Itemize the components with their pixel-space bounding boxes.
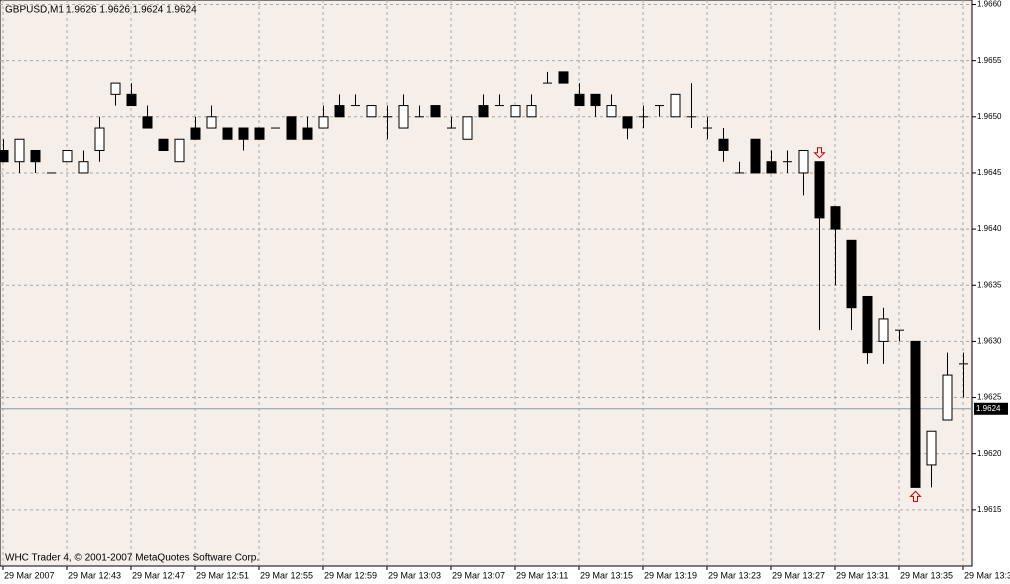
candle-body [606,105,617,118]
candle-body [174,138,185,163]
x-tick-label: 29 Mar 12:51 [196,570,249,580]
y-tick-label: 1.9660 [977,0,1002,9]
candle-body [334,105,345,118]
candle-body [558,71,569,84]
x-tick-label: 29 Mar 13:31 [836,570,889,580]
candle-body [862,295,873,354]
marks [0,71,968,488]
sell-arrow [813,147,826,159]
candle-body [766,161,777,174]
candle-body [0,149,9,163]
x-tick-label: 29 Mar 12:59 [324,570,377,580]
y-tick-label: 1.9625 [977,393,1002,402]
x-tick-label: 29 Mar 13:39 [964,570,1010,580]
x-tick-label: 29 Mar 12:43 [68,570,121,580]
candle-body [254,127,265,140]
candle-body [910,340,921,488]
x-tick-label: 29 Mar 13:15 [580,570,633,580]
candle-body [62,149,73,163]
candle-body [110,82,121,95]
chart-title: GBPUSD,M1 [5,5,64,16]
candle-body [94,127,105,151]
y-tick-label: 1.9655 [977,56,1002,65]
candle-body [750,138,761,174]
candle-body [142,116,153,129]
candle-body [478,105,489,118]
candle-body [878,318,889,342]
candle-body [366,105,377,118]
candle-body [430,105,441,118]
candle-body [398,105,409,129]
candle-body [318,116,329,129]
chart-subtitle: 1.9626 1.9626 1.9624 1.9624 [66,5,197,16]
candle-body [526,105,537,118]
plot-area [0,0,973,567]
y-tick-label: 1.9650 [977,112,1002,121]
buy-arrow [909,490,922,502]
candle-body [798,149,809,174]
candle-body [302,127,313,140]
candle-body [574,93,585,107]
candle-body [926,430,937,466]
x-tick-label: 29 Mar 13:03 [388,570,441,580]
candle-body [14,138,25,163]
x-tick-label: 29 Mar 13:07 [452,570,505,580]
candle-body [590,93,601,107]
candle-body [718,138,729,151]
y-tick-label: 1.9630 [977,337,1002,346]
y-tick-label: 1.9635 [977,280,1002,289]
x-tick-label: 29 Mar 13:27 [772,570,825,580]
candle-body [190,127,201,140]
x-tick-label: 29 Mar 12:55 [260,570,313,580]
candle-body [222,127,233,140]
candle-body [670,93,681,118]
candle-body [158,138,169,151]
candle-body [78,161,89,174]
candle-body [622,116,633,129]
candle-body [814,161,825,219]
candle-body [30,149,41,163]
candle-body [942,374,953,421]
x-tick-label: 29 Mar 13:23 [708,570,761,580]
footer: WHC Trader 4, © 2001-2007 MetaQuotes Sof… [5,553,259,564]
current-price-label: 1.9624 [976,404,1001,413]
x-tick-label: 29 Mar 13:19 [644,570,697,580]
y-tick-label: 1.9640 [977,224,1002,233]
candle-body [206,116,217,129]
candle-body [286,116,297,140]
x-tick-label: 29 Mar 12:47 [132,570,185,580]
current-price-box [974,402,1008,415]
candle-body [238,127,249,140]
candle-body [126,93,137,107]
x-tick-label: 29 Mar 13:35 [900,570,953,580]
candle-body [462,116,473,140]
y-tick-label: 1.9620 [977,449,1002,458]
candle-body [830,206,841,230]
x-tick-label: 29 Mar 13:11 [516,570,568,580]
candle-body [846,239,857,309]
y-tick-label: 1.9615 [977,505,1002,514]
x-tick-label: 29 Mar 2007 [4,570,55,580]
y-tick-label: 1.9645 [977,168,1002,177]
candle-body [510,105,521,118]
